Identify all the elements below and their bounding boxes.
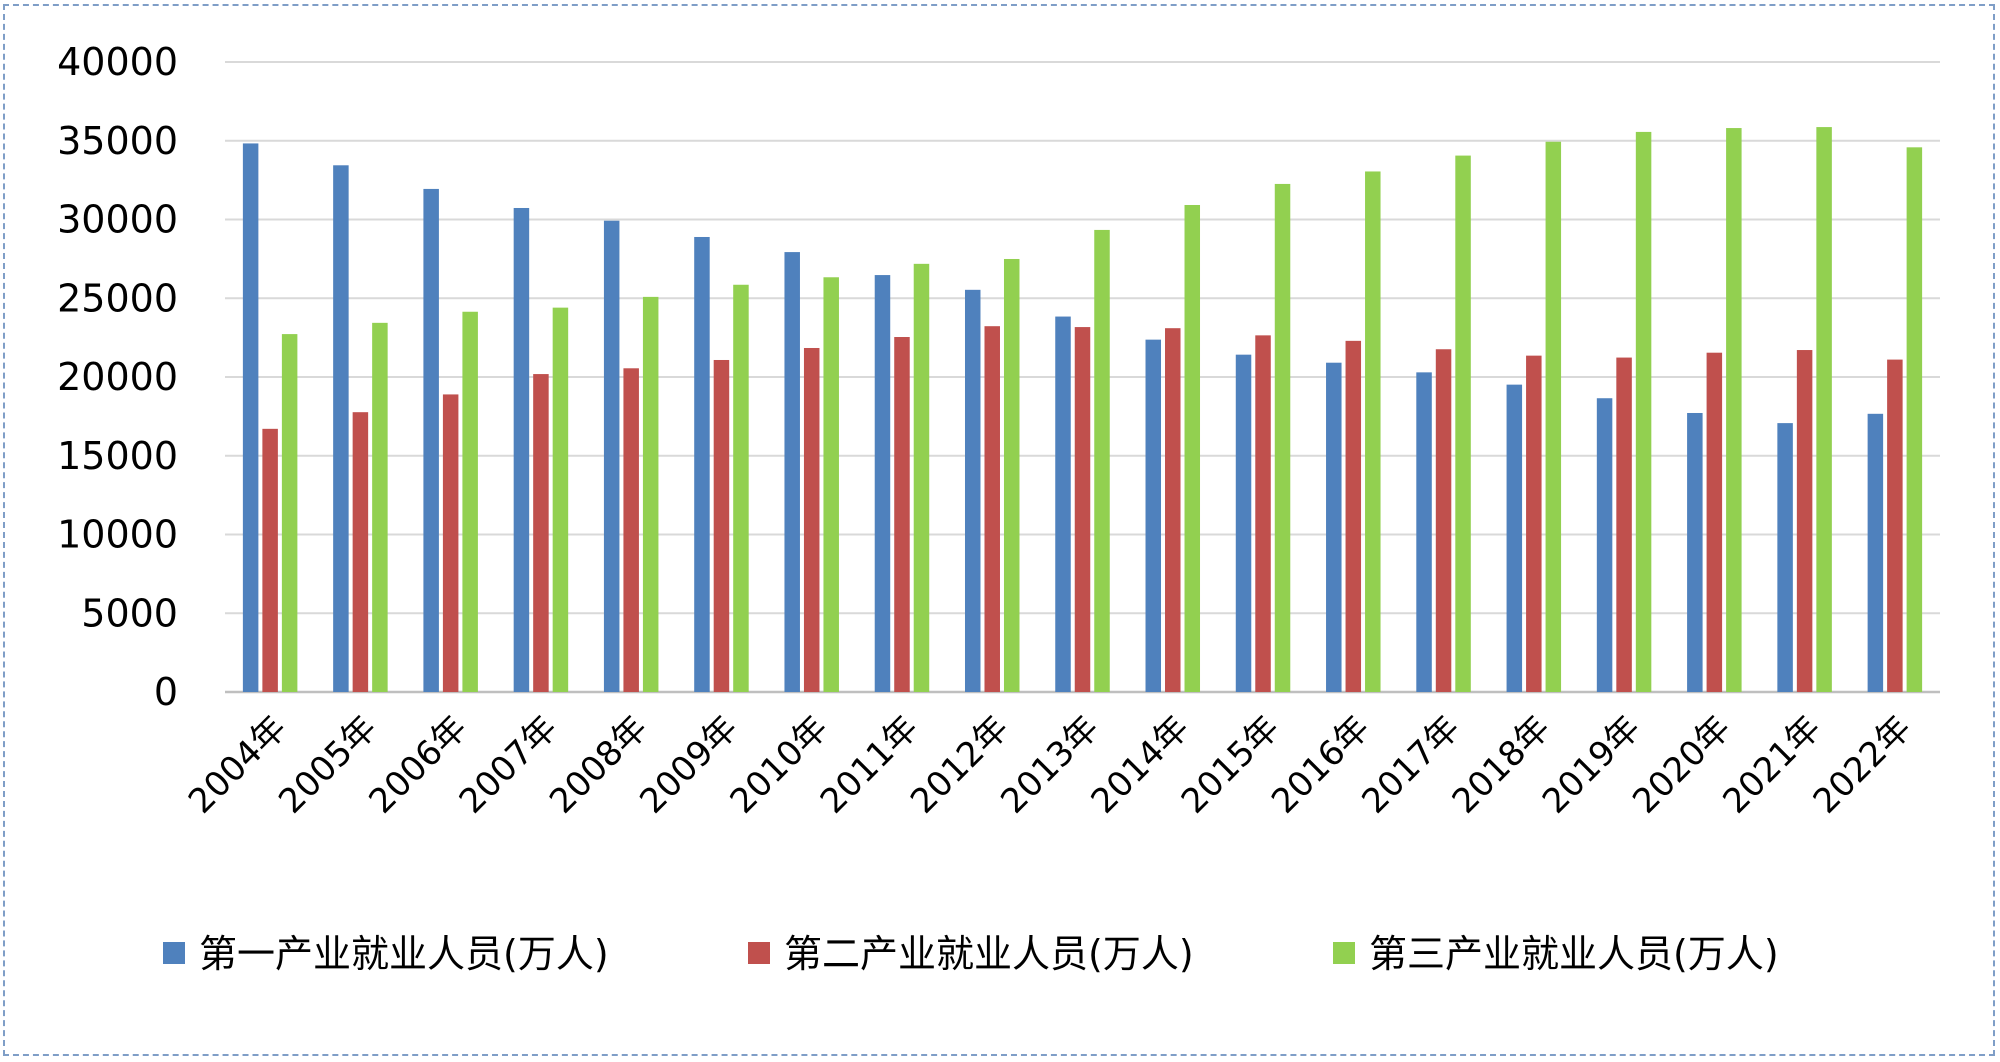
bar-series-2 <box>1706 352 1723 692</box>
bar-series-1 <box>242 143 259 693</box>
x-tick-label: 2017年 <box>1354 708 1468 822</box>
y-tick-label: 25000 <box>57 276 178 320</box>
x-tick-label: 2015年 <box>1174 708 1288 822</box>
bar-series-3 <box>733 284 749 692</box>
bar-series-1 <box>423 188 439 692</box>
bar-series-3 <box>462 311 478 692</box>
bar-series-3 <box>552 307 569 692</box>
bar-series-1 <box>784 252 800 693</box>
bar-series-3 <box>1365 171 1381 692</box>
bar-series-1 <box>1867 413 1884 692</box>
bar-series-3 <box>1003 258 1020 692</box>
bar-series-1 <box>964 289 981 692</box>
bar-series-1 <box>1145 339 1162 692</box>
bar-series-2 <box>1796 350 1813 692</box>
legend: 第一产业就业人员(万人) 第二产业就业人员(万人) 第三产业就业人员(万人) <box>163 932 1779 976</box>
bar-series-1 <box>603 220 620 692</box>
legend-swatch <box>748 942 770 964</box>
y-axis-ticks: 0 5000 10000 15000 20000 25000 30000 35000 40000 <box>57 40 178 714</box>
bar-series-2 <box>1887 359 1903 692</box>
y-tick-label: 5000 <box>81 591 178 635</box>
x-tick-label: 2009年 <box>632 708 746 822</box>
bar-series-2 <box>1526 355 1542 692</box>
bar-series-2 <box>1165 328 1181 692</box>
x-tick-label: 2013年 <box>993 708 1107 822</box>
bar-series-2 <box>1074 327 1091 692</box>
bar-series-1 <box>1596 398 1613 692</box>
x-tick-label: 2008年 <box>542 708 656 822</box>
legend-swatch <box>163 942 185 964</box>
bar-series-1 <box>1235 354 1252 692</box>
bar-series-3 <box>1545 141 1562 692</box>
legend-label: 第三产业就业人员(万人) <box>1369 932 1779 976</box>
legend-swatch <box>1333 942 1355 964</box>
bar-series-1 <box>1055 316 1071 692</box>
y-tick-label: 10000 <box>57 513 178 557</box>
bar-series-1 <box>333 165 349 692</box>
bar-series-2 <box>533 374 549 692</box>
bar-series-2 <box>1616 357 1632 692</box>
x-tick-label: 2018年 <box>1445 708 1559 822</box>
x-tick-label: 2021年 <box>1715 708 1829 822</box>
bar-series-2 <box>1435 349 1452 692</box>
bar-series-2 <box>984 326 1000 692</box>
bar-series-3 <box>281 334 298 692</box>
bars <box>242 127 1923 693</box>
bar-series-3 <box>1274 183 1291 692</box>
bar-series-2 <box>623 368 639 692</box>
bar-series-1 <box>694 236 710 693</box>
x-tick-label: 2019年 <box>1535 708 1649 822</box>
y-tick-label: 20000 <box>57 355 178 399</box>
bar-series-3 <box>1906 147 1923 692</box>
legend-label: 第二产业就业人员(万人) <box>784 932 1194 976</box>
x-tick-label: 2022年 <box>1806 708 1920 822</box>
bar-series-1 <box>513 207 530 692</box>
y-tick-label: 35000 <box>57 119 178 163</box>
y-tick-label: 40000 <box>57 40 178 84</box>
bar-series-1 <box>1777 423 1793 692</box>
bar-series-2 <box>352 412 369 692</box>
y-tick-label: 15000 <box>57 434 178 478</box>
x-tick-label: 2010年 <box>723 708 837 822</box>
bar-series-3 <box>823 277 839 692</box>
bar-series-2 <box>803 347 820 692</box>
bar-series-3 <box>1726 128 1742 693</box>
x-tick-label: 2016年 <box>1264 708 1378 822</box>
x-tick-label: 2014年 <box>1084 708 1198 822</box>
bar-series-1 <box>1687 412 1703 692</box>
x-tick-label: 2020年 <box>1625 708 1739 822</box>
bar-series-1 <box>1416 372 1432 692</box>
x-tick-label: 2007年 <box>452 708 566 822</box>
bar-series-3 <box>913 263 930 692</box>
bar-series-3 <box>1816 127 1832 693</box>
bar-series-3 <box>1635 131 1652 692</box>
y-tick-label: 0 <box>154 670 178 714</box>
bar-series-3 <box>1455 155 1471 693</box>
bar-series-2 <box>713 359 730 692</box>
bar-series-3 <box>372 322 388 692</box>
chart-frame <box>3 4 1995 1056</box>
bar-series-1 <box>874 275 891 692</box>
y-tick-label: 30000 <box>57 198 178 242</box>
x-tick-label: 2005年 <box>271 708 385 822</box>
x-axis-ticks: 2004年2005年2006年2007年2008年2009年2010年2011年… <box>181 708 1919 822</box>
gridlines <box>225 61 1940 694</box>
bar-series-2 <box>894 337 910 692</box>
x-tick-label: 2012年 <box>903 708 1017 822</box>
legend-label: 第一产业就业人员(万人) <box>199 932 609 976</box>
bar-series-1 <box>1506 384 1523 692</box>
bar-series-3 <box>1094 229 1110 692</box>
bar-series-2 <box>1255 335 1271 692</box>
x-tick-label: 2004年 <box>181 708 295 822</box>
bar-series-1 <box>1326 362 1342 692</box>
x-tick-label: 2011年 <box>813 708 927 822</box>
bar-series-3 <box>642 296 659 692</box>
bar-series-2 <box>262 428 278 692</box>
bar-series-2 <box>1345 340 1362 692</box>
bar-series-3 <box>1184 204 1201 692</box>
bar-series-2 <box>442 394 459 692</box>
x-tick-label: 2006年 <box>362 708 476 822</box>
